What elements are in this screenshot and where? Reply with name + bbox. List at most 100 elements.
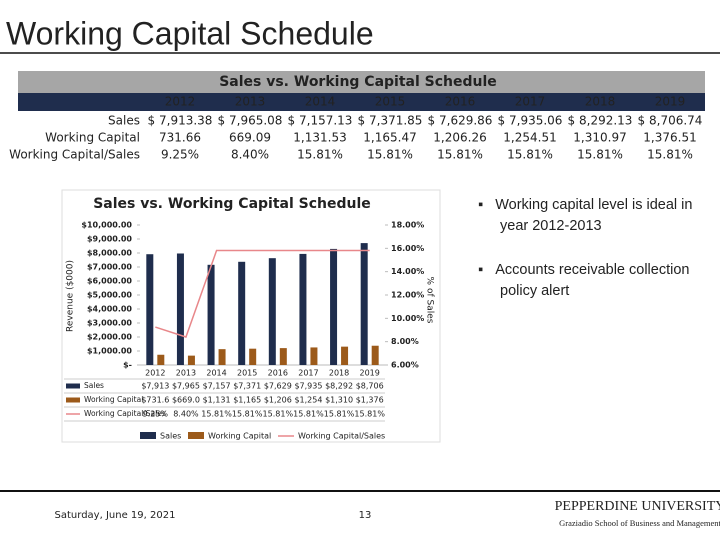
data-label: $1,165 <box>233 396 261 405</box>
table-cell: 15.81% <box>577 148 623 162</box>
table-cell: 1,131.53 <box>293 131 346 145</box>
table-header-bar <box>18 93 705 111</box>
y2-tick-label: 16.00% <box>391 244 424 253</box>
y2-tick-label: 8.00% <box>391 337 419 346</box>
table-column-header: 2014 <box>305 95 336 109</box>
y2-axis-label: % of Sales <box>425 277 435 324</box>
footer-date: Saturday, June 19, 2021 <box>55 510 176 521</box>
bar <box>279 348 287 365</box>
bar <box>299 253 307 365</box>
table-cell: 1,165.47 <box>363 131 416 145</box>
legend-label: Working Capital <box>208 432 271 441</box>
data-label: $7,629 <box>264 382 292 391</box>
slide-title: Working Capital Schedule <box>6 15 374 51</box>
line-series <box>155 249 370 338</box>
data-label: $7,965 <box>172 382 200 391</box>
legend-label: Working Capital/Sales <box>84 409 166 418</box>
table-cell: 15.81% <box>647 148 693 162</box>
bar <box>207 264 215 365</box>
data-label: $669.0 <box>172 396 200 405</box>
page-number: 13 <box>359 510 372 521</box>
table-column-header: 2018 <box>585 95 616 109</box>
bar <box>249 348 257 365</box>
data-label: $7,935 <box>294 382 322 391</box>
y-tick-label: $9,000.00 <box>87 235 132 244</box>
bar <box>360 243 368 365</box>
y-axis-label: Revenue ($000) <box>66 260 76 332</box>
table-cell: 1,206.26 <box>433 131 486 145</box>
chart-title: Sales vs. Working Capital Schedule <box>93 196 371 212</box>
legend-label: Working Capital/Sales <box>298 432 385 441</box>
table-cell: 8.40% <box>231 148 269 162</box>
y-tick-label: $8,000.00 <box>87 249 132 258</box>
bar <box>157 354 165 365</box>
bar <box>238 261 246 365</box>
bar <box>176 253 184 365</box>
data-label: 8.40% <box>173 410 199 419</box>
bar <box>330 248 338 365</box>
data-label: 15.81% <box>232 410 263 419</box>
bullet-text: Working capital level is ideal in year 2… <box>495 197 693 234</box>
x-tick-label: 2018 <box>329 369 349 378</box>
table-cell: 15.81% <box>297 148 343 162</box>
y-tick-label: $- <box>123 361 132 370</box>
data-label: 15.81% <box>293 410 324 419</box>
table-column-header: 2012 <box>165 95 196 109</box>
table-cell: 15.81% <box>367 148 413 162</box>
bullet: ▪ Accounts receivable collection policy … <box>478 262 690 299</box>
x-tick-label: 2015 <box>237 369 257 378</box>
bar <box>268 258 276 365</box>
table-cell: $ 8,292.13 <box>568 114 633 128</box>
legend-swatch <box>66 397 80 403</box>
table-cell: $ 7,935.06 <box>498 114 563 128</box>
y-tick-label: $6,000.00 <box>87 277 132 286</box>
x-tick-label: 2012 <box>145 369 165 378</box>
y-tick-label: $2,000.00 <box>87 333 132 342</box>
x-tick-label: 2013 <box>176 369 196 378</box>
table-cell: $ 7,371.85 <box>358 114 423 128</box>
table-cell: 669.09 <box>229 131 271 145</box>
table-cell: 1,376.51 <box>643 131 696 145</box>
y2-tick-label: 10.00% <box>391 314 424 323</box>
x-tick-label: 2016 <box>268 369 288 378</box>
data-label: 15.81% <box>263 410 294 419</box>
legend-label: Sales <box>160 432 181 441</box>
bar <box>341 346 349 365</box>
bar <box>371 345 379 365</box>
table-row-label: Working Capital <box>45 131 140 145</box>
bar <box>146 254 154 365</box>
y2-tick-label: 14.00% <box>391 267 424 276</box>
bar <box>218 349 226 365</box>
legend-swatch <box>66 383 80 389</box>
table-cell: 9.25% <box>161 148 199 162</box>
data-label: $7,371 <box>233 382 261 391</box>
y-tick-label: $3,000.00 <box>87 319 132 328</box>
table-column-header: 2015 <box>375 95 406 109</box>
legend-swatch <box>188 432 204 439</box>
data-label: 15.81% <box>354 410 385 419</box>
y2-tick-label: 12.00% <box>391 291 424 300</box>
data-label: 15.81% <box>324 410 355 419</box>
bullet: ▪ Working capital level is ideal in year… <box>478 197 693 234</box>
data-label: $8,292 <box>325 382 353 391</box>
table-title-bar <box>18 71 705 93</box>
table-row-label: Sales <box>108 114 140 128</box>
table-cell: $ 7,157.13 <box>288 114 353 128</box>
data-label: $731.6 <box>141 396 169 405</box>
data-label: $7,913 <box>141 382 169 391</box>
legend-label: Working Capital <box>84 395 143 404</box>
data-label: $1,376 <box>356 396 384 405</box>
table-column-header: 2019 <box>655 95 686 109</box>
legend-swatch <box>140 432 156 439</box>
table-column-header: 2017 <box>515 95 546 109</box>
bar <box>310 347 318 365</box>
table-cell: $ 7,913.38 <box>148 114 213 128</box>
legend-label: Sales <box>84 381 104 390</box>
data-label: $1,206 <box>264 396 292 405</box>
y-tick-label: $5,000.00 <box>87 291 132 300</box>
data-label: $1,310 <box>325 396 353 405</box>
table-column-header: 2013 <box>235 95 266 109</box>
y-tick-label: $1,000.00 <box>87 347 132 356</box>
x-tick-label: 2017 <box>298 369 318 378</box>
